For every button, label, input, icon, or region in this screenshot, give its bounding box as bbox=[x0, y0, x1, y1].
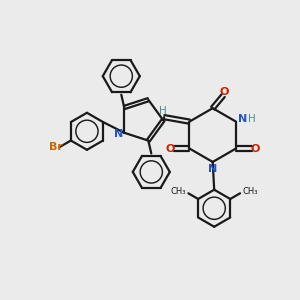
Text: CH₃: CH₃ bbox=[170, 187, 186, 196]
Text: O: O bbox=[251, 143, 260, 154]
Text: N: N bbox=[208, 164, 217, 173]
Text: H: H bbox=[159, 106, 167, 116]
Text: N: N bbox=[238, 114, 247, 124]
Text: O: O bbox=[220, 87, 229, 97]
Text: H: H bbox=[248, 114, 255, 124]
Text: CH₃: CH₃ bbox=[242, 187, 258, 196]
Text: O: O bbox=[165, 143, 175, 154]
Text: N: N bbox=[114, 129, 123, 139]
Text: Br: Br bbox=[49, 142, 63, 152]
